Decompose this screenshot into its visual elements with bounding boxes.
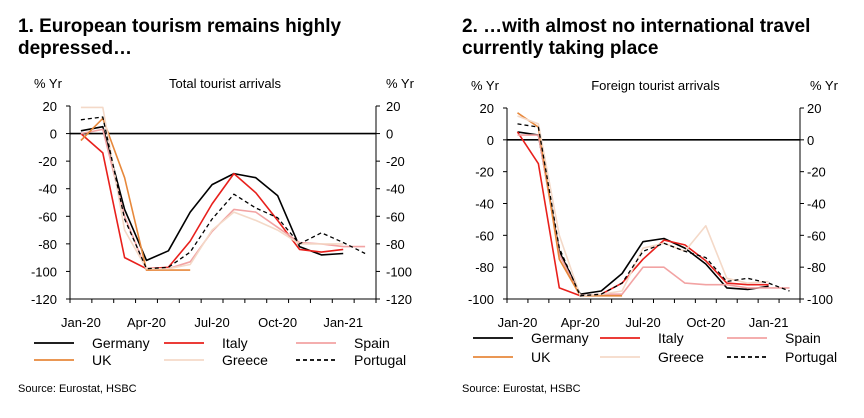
chart2-legend-label-portugal: Portugal bbox=[785, 349, 837, 365]
chart2-series-spain bbox=[517, 134, 790, 297]
chart2-ytick-label-left: 0 bbox=[487, 133, 494, 148]
chart2-legend-label-italy: Italy bbox=[658, 330, 684, 346]
chart1-ytick-label-left: -120 bbox=[31, 292, 57, 307]
chart1-xtick-label: Jan-21 bbox=[323, 315, 363, 330]
chart2-ytick-label-left: -40 bbox=[475, 197, 494, 212]
chart1-ylabel-left: % Yr bbox=[34, 76, 63, 91]
chart1-ytick-label-right: -80 bbox=[386, 237, 405, 252]
chart2-legend-label-greece: Greece bbox=[658, 349, 704, 365]
chart2-xtick-label: Apr-20 bbox=[561, 315, 600, 330]
chart2-legend-label-uk: UK bbox=[531, 349, 551, 365]
chart2-series-greece bbox=[517, 115, 769, 297]
chart2-legend-label-germany: Germany bbox=[531, 330, 589, 346]
chart2-heading: 2. …with almost no international travel … bbox=[462, 16, 811, 59]
chart1-xtick-label: Oct-20 bbox=[258, 315, 297, 330]
chart1-legend-label-uk: UK bbox=[92, 352, 112, 368]
chart1-legend-label-italy: Italy bbox=[222, 335, 248, 351]
chart2-xtick-label: Oct-20 bbox=[686, 315, 725, 330]
chart1-xtick-label: Apr-20 bbox=[127, 315, 166, 330]
chart1-source: Source: Eurostat, HSBC bbox=[18, 383, 137, 395]
chart2-series-portugal bbox=[517, 123, 790, 297]
chart2-ytick-label-left: -20 bbox=[475, 165, 494, 180]
chart2-ytick-label-right: -60 bbox=[807, 228, 826, 243]
chart2-source: Source: Eurostat, HSBC bbox=[462, 383, 581, 395]
chart2-ylabel-left: % Yr bbox=[471, 78, 500, 93]
chart1-ylabel-right: % Yr bbox=[386, 76, 415, 91]
chart2-ytick-label-right: -100 bbox=[807, 292, 833, 307]
chart2-subtitle: Foreign tourist arrivals bbox=[591, 78, 720, 93]
chart2-xtick-label: Jan-20 bbox=[498, 315, 538, 330]
chart2-ytick-label-right: -40 bbox=[807, 197, 826, 212]
chart1-ytick-label-left: -60 bbox=[38, 209, 57, 224]
chart1-series-greece bbox=[80, 106, 344, 270]
chart1-series-italy bbox=[80, 132, 344, 270]
chart2-ytick-label-left: 20 bbox=[480, 101, 494, 116]
chart2-ytick-label-left: -60 bbox=[475, 228, 494, 243]
chart2-xtick-label: Jul-20 bbox=[625, 315, 660, 330]
chart2-ylabel-right: % Yr bbox=[810, 78, 839, 93]
chart1-series-uk bbox=[80, 117, 191, 271]
chart2-series-italy bbox=[516, 131, 769, 297]
chart2-ytick-label-right: -80 bbox=[807, 260, 826, 275]
chart2-legend-label-spain: Spain bbox=[785, 330, 821, 346]
chart1-ytick-label-right: -60 bbox=[386, 209, 405, 224]
chart1-legend-label-greece: Greece bbox=[222, 352, 268, 368]
chart1-series-germany bbox=[80, 125, 344, 262]
chart1-subtitle: Total tourist arrivals bbox=[169, 76, 281, 91]
chart1-ytick-label-left: 20 bbox=[43, 99, 57, 114]
chart1-ytick-label-left: -80 bbox=[38, 237, 57, 252]
chart1-xtick-label: Jan-20 bbox=[61, 315, 101, 330]
chart1-legend-label-portugal: Portugal bbox=[354, 352, 406, 368]
chart1-series-portugal bbox=[80, 116, 366, 270]
chart2-ytick-label-left: -80 bbox=[475, 260, 494, 275]
chart2-xtick-label: Jan-21 bbox=[749, 315, 789, 330]
chart1-ytick-label-right: -20 bbox=[386, 154, 405, 169]
chart1-ytick-label-right: -100 bbox=[386, 264, 412, 279]
chart1-ytick-label-right: 20 bbox=[386, 99, 400, 114]
chart2-ytick-label-right: -20 bbox=[807, 165, 826, 180]
chart1-ytick-label-right: -40 bbox=[386, 182, 405, 197]
chart1-ytick-label-left: -40 bbox=[38, 182, 57, 197]
chart1-legend-label-germany: Germany bbox=[92, 335, 150, 351]
chart2-ytick-label-left: -100 bbox=[468, 292, 494, 307]
chart2-series-uk bbox=[517, 112, 623, 297]
chart1-ytick-label-left: -20 bbox=[38, 154, 57, 169]
chart1-ytick-label-left: 0 bbox=[50, 127, 57, 142]
chart1-ytick-label-right: -120 bbox=[386, 292, 412, 307]
chart1-ytick-label-right: 0 bbox=[386, 127, 393, 142]
chart2-ytick-label-right: 0 bbox=[807, 133, 814, 148]
chart1-xtick-label: Jul-20 bbox=[194, 315, 229, 330]
chart1-ytick-label-left: -100 bbox=[31, 264, 57, 279]
chart1-legend-label-spain: Spain bbox=[354, 335, 390, 351]
chart2-ytick-label-right: 20 bbox=[807, 101, 821, 116]
chart1-heading: 1. European tourism remains highly depre… bbox=[18, 16, 342, 59]
